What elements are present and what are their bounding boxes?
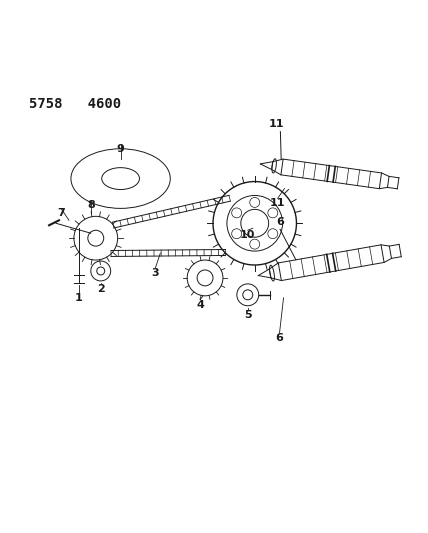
Text: 10: 10 bbox=[240, 230, 256, 240]
Text: 11: 11 bbox=[269, 119, 284, 128]
Text: 7: 7 bbox=[57, 208, 65, 219]
Text: 5758   4600: 5758 4600 bbox=[29, 97, 121, 111]
Text: 6: 6 bbox=[276, 333, 283, 343]
Text: 8: 8 bbox=[87, 200, 95, 211]
Text: 5: 5 bbox=[244, 310, 252, 320]
Text: 3: 3 bbox=[152, 268, 159, 278]
Text: 6: 6 bbox=[276, 217, 284, 228]
Text: 9: 9 bbox=[117, 144, 125, 154]
Text: 4: 4 bbox=[196, 300, 204, 310]
Text: 2: 2 bbox=[97, 284, 104, 294]
Text: 1: 1 bbox=[75, 293, 83, 303]
Text: 11: 11 bbox=[270, 198, 285, 208]
